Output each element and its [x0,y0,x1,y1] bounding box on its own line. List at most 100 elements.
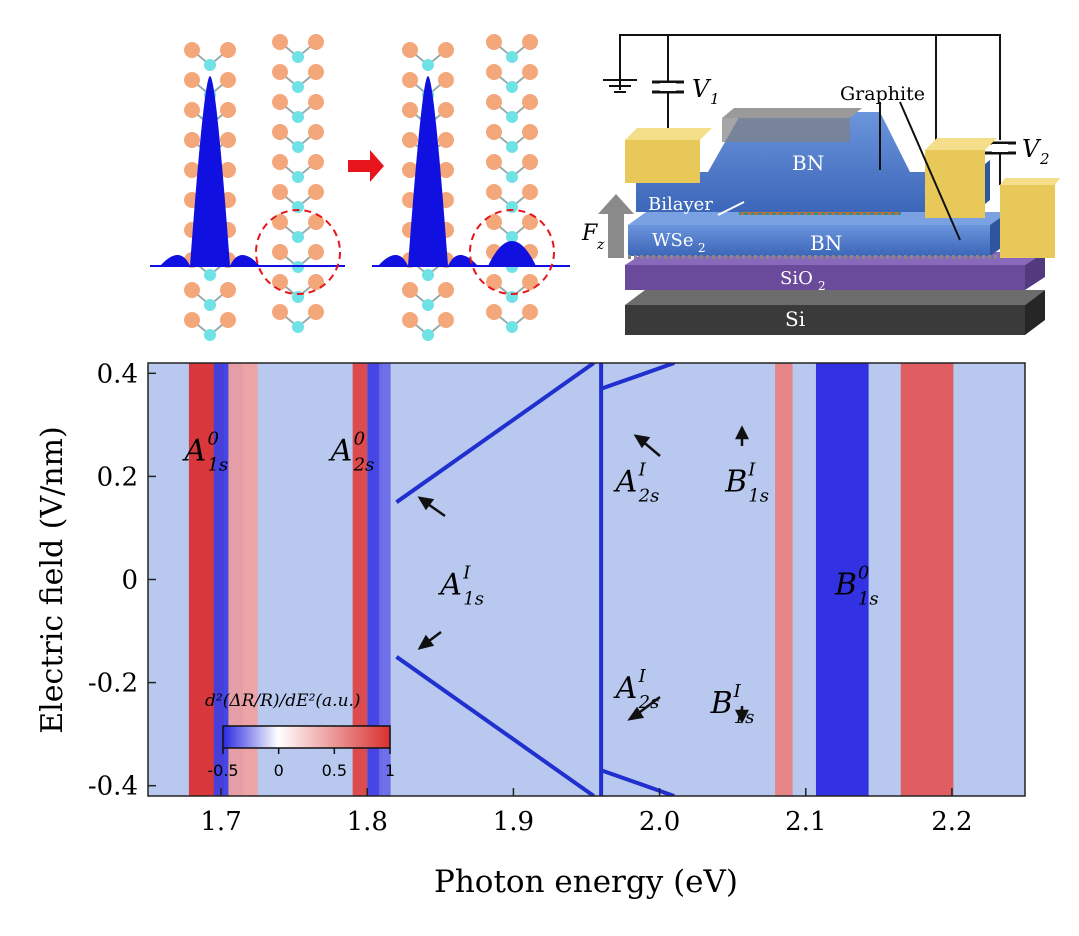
chalcogen-atom [184,72,200,88]
chalcogen-atom [184,282,200,298]
label-base: A [613,671,638,706]
x-tick-label: 1.9 [493,807,534,837]
y-tick-label: 0.4 [97,359,138,389]
chalcogen-atom [272,154,288,170]
chalcogen-atom [220,162,236,178]
si-substrate-top [625,290,1045,305]
chalcogen-atom [308,94,324,110]
metal-atom [292,231,304,243]
colorbar-label: d²(ΔR/R)/dE²(a.u.) [205,691,361,711]
graphite-label: Graphite [840,83,925,105]
band-7 [815,363,869,796]
wavefunction-1 [160,76,260,266]
highlight-circle-left [255,209,341,295]
band-8 [900,363,954,796]
wavefunction-schematic [150,34,570,341]
middle-gold-contact [925,150,985,218]
chalcogen-atom [438,102,454,118]
chalcogen-atom [272,184,288,200]
label-A1sI: A I 1s [437,563,484,610]
label-sup: 0 [207,429,218,450]
band-3 [352,363,368,796]
label-sup: I [462,563,471,584]
chalcogen-atom [402,162,418,178]
label-sup: I [638,460,647,481]
chalcogen-atom [438,282,454,298]
reflectance-heatmap [148,363,1025,796]
chalcogen-atom [438,132,454,148]
band-6 [775,363,793,796]
label-B1s0: B 0 1s [834,563,879,610]
chalcogen-atom [522,184,538,200]
bottom-bn-layer [628,225,990,256]
chalcogen-atom [272,94,288,110]
label-sub: 1s [858,589,879,610]
chalcogen-atom [438,42,454,58]
label-sub: 1s [748,486,769,507]
metal-atom [292,111,304,123]
line-A2s_I_lower [600,768,675,796]
label-sup: 0 [858,563,869,584]
label-sup: I [747,460,756,481]
sio2-subscript: 2 [818,279,826,293]
chalcogen-atom [272,244,288,260]
label-base: A [613,465,638,500]
label-sup: I [638,666,647,687]
colorbar: d²(ΔR/R)/dE²(a.u.) -0.5 0 0.5 1 [205,691,395,780]
chalcogen-atom [184,132,200,148]
band-4 [367,363,382,796]
colorbar-tick-label: 1 [385,761,395,780]
chalcogen-atom [522,64,538,80]
left-gold-contact [625,140,700,183]
x-tick-label: 2.2 [931,807,972,837]
chalcogen-atom [486,154,502,170]
label-sup: 0 [354,429,365,450]
wse2-label: WSe [652,230,693,251]
chalcogen-atom [184,102,200,118]
metal-atom [292,81,304,93]
label-sub: 2s [638,486,660,507]
metal-atom [292,141,304,153]
label-base: A [437,568,462,603]
chalcogen-atom [220,42,236,58]
chalcogen-atom [184,42,200,58]
label-base: B [724,465,747,500]
metal-atom [204,299,216,311]
line-A1s_I_lower [395,655,595,796]
x-tick-label: 2.0 [639,807,680,837]
label-A1s0: A 0 1s [181,429,228,476]
fz-subscript: z [596,237,605,253]
metal-atom [292,51,304,63]
label-sub: 1s [207,455,228,476]
sio2-label: SiO [780,268,813,289]
chalcogen-atom [220,132,236,148]
chalcogen-atom [308,34,324,50]
highlight-circle-right [469,209,555,295]
chalcogen-atom [402,42,418,58]
chalcogen-atom [486,94,502,110]
line-A1s_I_upper [395,363,595,504]
y-tick-label: 0.2 [97,462,138,492]
v1-subscript: 1 [710,90,720,108]
chalcogen-atom [308,304,324,320]
chalcogen-atom [522,214,538,230]
metal-atom [204,59,216,71]
metal-atom [506,141,518,153]
label-A2sI_bottom: A I 2s [613,666,660,713]
colorbar-tick-label: -0.5 [207,761,238,780]
label-base: A [328,434,353,469]
top-bn-label: BN [792,151,824,175]
metal-atom [506,231,518,243]
device-schematic: V 1 V 2 Si SiO 2 BN BN [581,34,1060,335]
label-sup: I [733,681,742,702]
wavefunction-peak [378,76,478,266]
chalcogen-atom [308,154,324,170]
chalcogen-atom [402,312,418,328]
metal-atom [292,321,304,333]
metal-atom [204,269,216,281]
metal-atom [506,51,518,63]
label-sub: 2s [638,692,660,713]
chalcogen-atom [486,34,502,50]
annotation-arrows [417,425,750,724]
chalcogen-atom [522,34,538,50]
